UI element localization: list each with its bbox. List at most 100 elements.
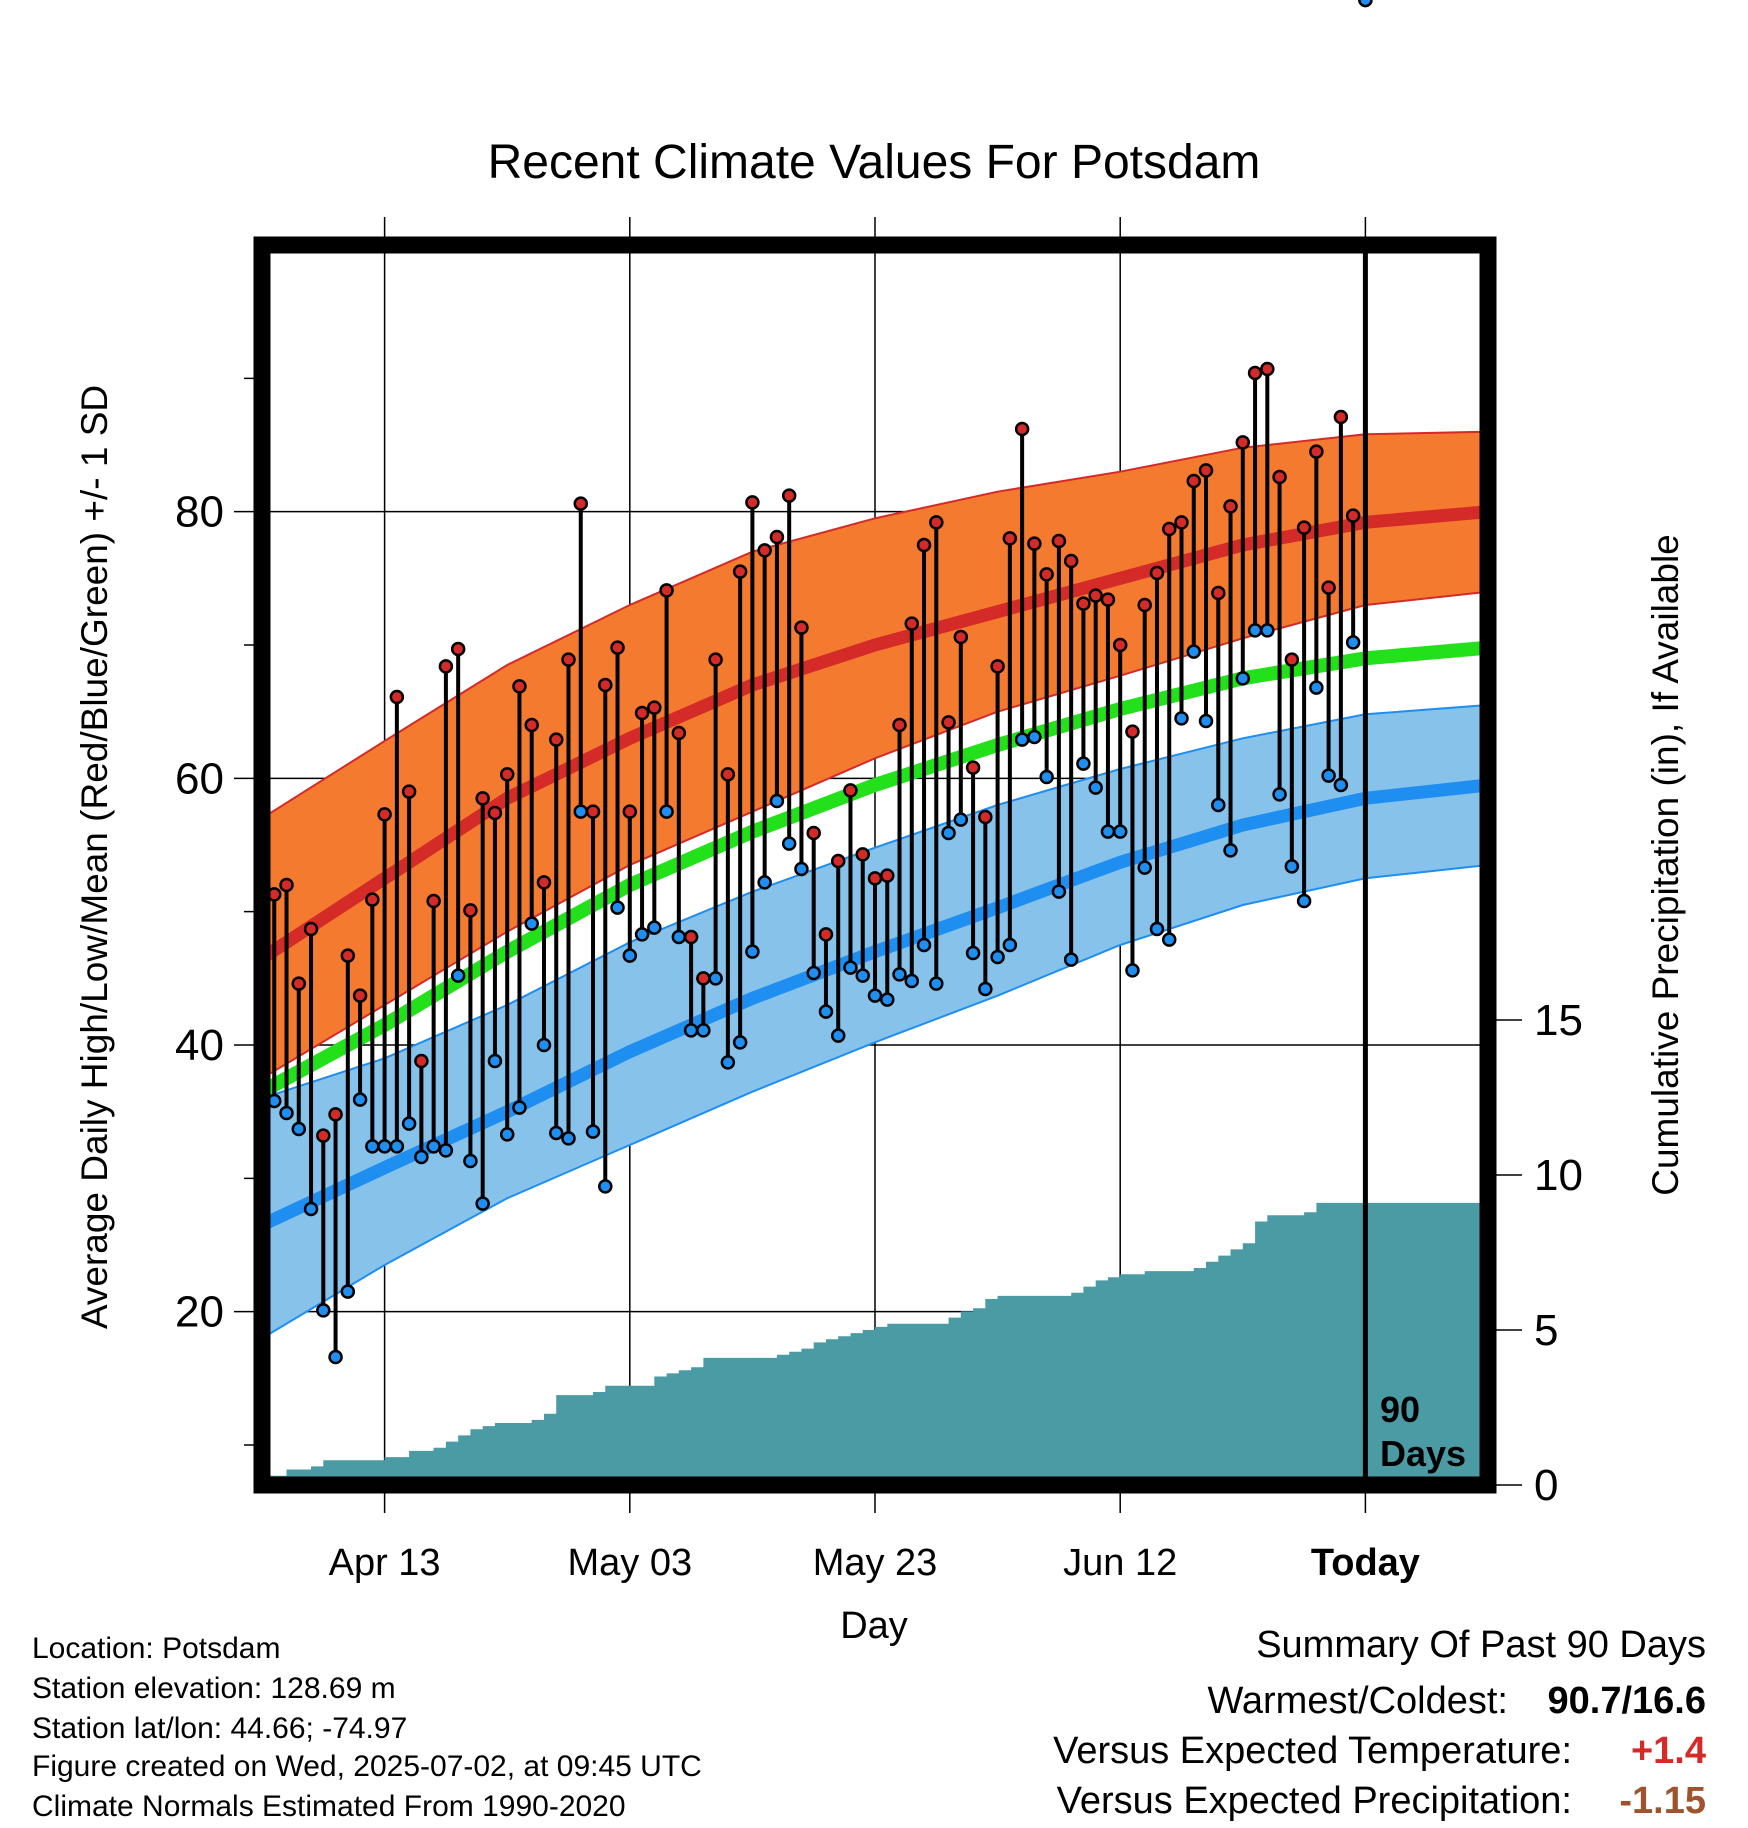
daily-high-point [745, 495, 760, 510]
y-tick-label-right: 15 [1534, 996, 1583, 1045]
daily-high-point [929, 515, 944, 530]
daily-low-point [1125, 963, 1140, 978]
daily-high-point [1247, 365, 1263, 381]
daily-high-point [401, 784, 417, 799]
daily-high-point [880, 868, 895, 883]
daily-low-point [904, 973, 920, 989]
daily-low-point [377, 1139, 392, 1154]
daily-high-point [291, 976, 307, 991]
x-tick-label: Apr 13 [329, 1542, 441, 1584]
daily-high-point [671, 725, 687, 741]
daily-low-point [1198, 713, 1214, 729]
daily-low-point [1260, 623, 1275, 638]
daily-low-point [352, 1092, 368, 1107]
daily-high-point [696, 971, 711, 986]
daily-low-point [279, 1105, 294, 1121]
daily-low-point [843, 960, 858, 975]
daily-high-point [438, 659, 454, 674]
summary-precip-value: -1.15 [1619, 1780, 1706, 1822]
daily-low-point [1137, 860, 1152, 875]
daily-low-point [548, 1125, 564, 1141]
daily-low-point [438, 1143, 454, 1158]
daily-low-point [1014, 732, 1030, 747]
daily-high-point [1186, 473, 1202, 489]
mean-line [258, 640, 1489, 1098]
daily-low-point [781, 836, 797, 851]
x-tick-label: Jun 12 [1063, 1542, 1177, 1584]
daily-low-point [463, 1153, 478, 1169]
daily-low-point [1088, 780, 1103, 795]
daily-high-point [279, 877, 294, 893]
summary-warmest-value: 90.7/16.6 [1547, 1680, 1706, 1722]
daily-high-point [953, 629, 969, 645]
x-tick-label: May 23 [813, 1542, 938, 1584]
daily-high-point [340, 948, 356, 963]
daily-low-point [1100, 824, 1116, 839]
daily-high-point [487, 805, 503, 821]
daily-high-point [1321, 580, 1336, 595]
daily-low-point [855, 968, 870, 983]
daily-low-point [561, 1131, 576, 1146]
x-tick-label: May 03 [567, 1542, 692, 1584]
daily-low-point [414, 1149, 429, 1165]
daily-high-point [769, 529, 785, 545]
daily-low-point [671, 929, 687, 945]
daily-low-point [1321, 768, 1336, 783]
daily-low-point [818, 1004, 834, 1019]
daily-low-point [1063, 952, 1079, 967]
daily-high-point [647, 700, 662, 715]
daily-high-point [941, 715, 956, 730]
daily-low-point [1186, 644, 1202, 659]
daily-high-point [1174, 515, 1189, 530]
daily-high-point [1211, 585, 1226, 601]
daily-low-point [1223, 843, 1238, 858]
daily-low-point [1174, 711, 1189, 726]
daily-high-point [1296, 520, 1312, 535]
daily-low-point [647, 920, 662, 935]
daily-high-point [1076, 596, 1091, 611]
daily-high-point [475, 791, 490, 806]
daily-low-point [659, 804, 674, 819]
daily-low-point [941, 825, 956, 841]
daily-high-point [561, 652, 576, 667]
daily-high-point [524, 717, 539, 733]
daily-high-point [573, 496, 589, 511]
daily-low-point [1333, 777, 1349, 793]
daily-high-point [328, 1107, 343, 1122]
daily-high-point [1309, 444, 1324, 459]
footer-location: Location: Potsdam [32, 1632, 281, 1665]
daily-low-point [1002, 937, 1018, 953]
daily-high-point [659, 583, 674, 598]
daily-high-point [1137, 597, 1152, 613]
y-tick-label-right: 5 [1534, 1306, 1558, 1355]
daily-low-point [978, 981, 993, 997]
daily-high-point [843, 783, 858, 798]
daily-low-point [757, 875, 772, 890]
daily-high-point [450, 641, 466, 657]
daily-high-point [757, 543, 772, 558]
daily-high-point [1223, 499, 1238, 514]
days-label-word: Days [1380, 1433, 1466, 1474]
y-tick-label-left: 60 [175, 754, 224, 803]
daily-high-point [708, 652, 723, 667]
daily-low-point [769, 793, 785, 809]
daily-high-point [585, 804, 601, 819]
daily-low-point [830, 1028, 846, 1043]
daily-high-point [1088, 588, 1103, 603]
daily-high-point [512, 679, 527, 694]
y-axis-label-left: Average Daily High/Low/Mean (Red/Blue/Gr… [74, 385, 115, 1329]
daily-high-point [781, 488, 797, 503]
chart-title: Recent Climate Values For Potsdam [488, 136, 1261, 189]
daily-high-point [598, 677, 613, 693]
daily-low-point [683, 1023, 699, 1038]
daily-low-point [598, 1179, 613, 1194]
daily-high-point [622, 804, 638, 819]
daily-low-point [1076, 756, 1091, 771]
daily-high-point [904, 616, 920, 631]
x-axis-label: Day [840, 1605, 908, 1647]
daily-low-point [499, 1127, 515, 1142]
y-tick-label-left: 80 [175, 488, 224, 537]
daily-low-point [512, 1100, 527, 1115]
daily-high-point [463, 903, 478, 918]
